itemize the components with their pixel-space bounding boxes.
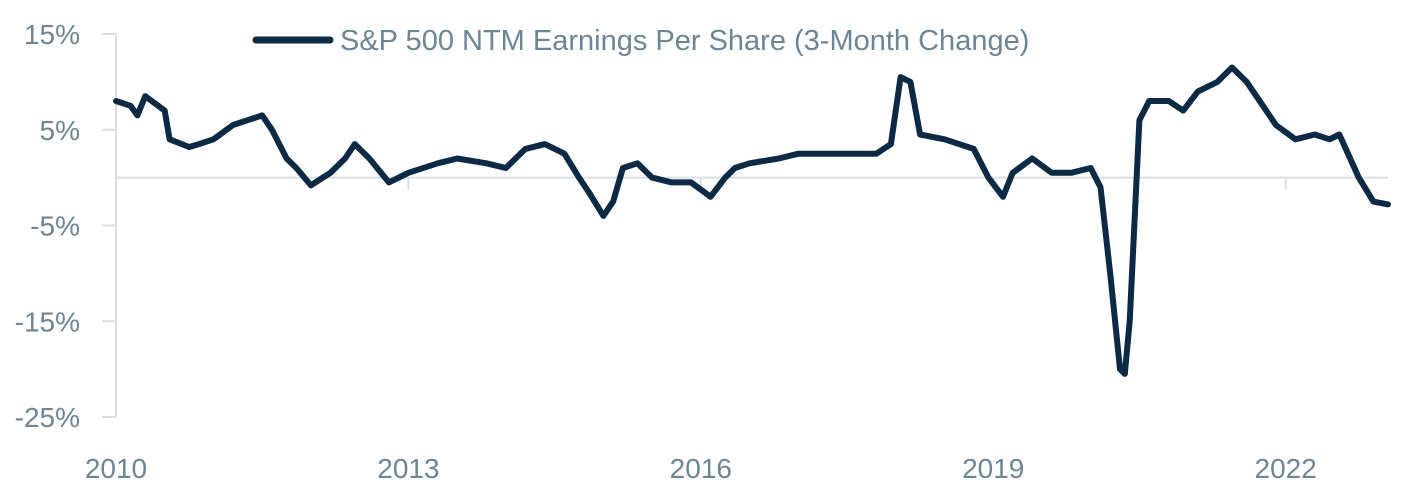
- y-axis: 15% 5% -5% -15% -25%: [15, 19, 117, 433]
- plot-area: [113, 64, 1391, 377]
- y-tick-label: -15%: [15, 306, 80, 337]
- series-line: [113, 64, 1391, 377]
- x-axis: 2010 2013 2016 2019 2022: [85, 176, 1388, 484]
- x-tick-label: 2013: [377, 453, 439, 484]
- x-tick-label: 2016: [670, 453, 732, 484]
- x-tick-label: 2019: [962, 453, 1024, 484]
- y-tick-label: 5%: [40, 115, 80, 146]
- x-tick-label: 2022: [1255, 453, 1317, 484]
- legend-label: S&P 500 NTM Earnings Per Share (3-Month …: [340, 25, 1029, 57]
- y-tick-label: -25%: [15, 402, 80, 433]
- legend: S&P 500 NTM Earnings Per Share (3-Month …: [252, 25, 1029, 57]
- y-tick-label: -5%: [30, 211, 80, 242]
- x-tick-label: 2010: [85, 453, 147, 484]
- y-tick-label: 15%: [24, 19, 80, 50]
